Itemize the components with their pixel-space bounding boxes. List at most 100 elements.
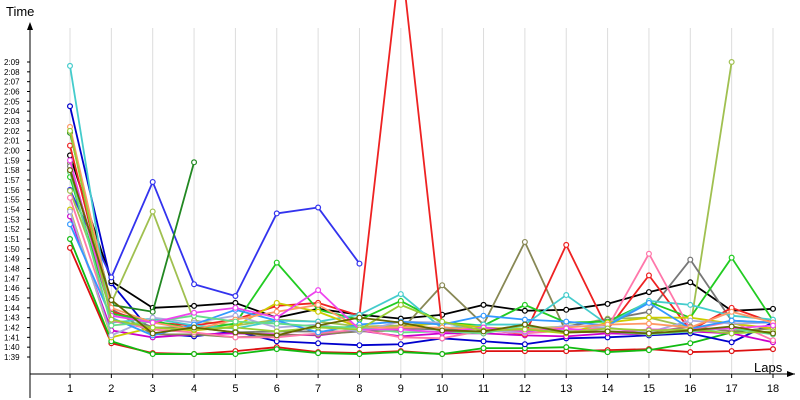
data-point [645, 330, 652, 337]
data-point [315, 329, 322, 336]
data-point [521, 316, 528, 323]
data-point [687, 317, 694, 324]
y-tick-label: 1:59 [4, 156, 20, 165]
data-point [232, 293, 239, 300]
data-point [645, 299, 652, 306]
data-point [687, 256, 694, 263]
y-tick-label: 1:45 [4, 294, 20, 303]
y-tick-label: 1:58 [4, 166, 20, 175]
data-point [563, 329, 570, 336]
data-point [191, 159, 198, 166]
series-line [69, 163, 774, 339]
x-tick-label: 13 [560, 383, 572, 395]
data-point [397, 319, 404, 326]
series-line [69, 238, 774, 355]
data-point [645, 314, 652, 321]
data-point [66, 208, 73, 215]
data-point [563, 318, 570, 325]
data-point [728, 348, 735, 355]
x-axis-arrow-icon [787, 371, 795, 377]
x-tick-label: 6 [274, 383, 280, 395]
data-point [521, 301, 528, 308]
data-point [645, 347, 652, 354]
data-point [521, 341, 528, 348]
data-point [66, 194, 73, 201]
data-point [769, 337, 776, 344]
data-point [397, 349, 404, 356]
data-point [645, 308, 652, 315]
y-tick-label: 2:07 [4, 78, 20, 87]
x-tick-label: 8 [356, 383, 362, 395]
data-point [439, 282, 446, 289]
data-point [687, 340, 694, 347]
y-tick-label: 1:47 [4, 274, 20, 283]
data-point [273, 314, 280, 321]
data-point [687, 279, 694, 286]
y-tick-label: 2:04 [4, 107, 20, 116]
data-point [273, 259, 280, 266]
data-point [191, 351, 198, 358]
series-line [69, 0, 774, 336]
data-point [232, 351, 239, 358]
data-point [315, 301, 322, 308]
series-line [69, 171, 774, 336]
y-tick-label: 2:02 [4, 127, 20, 136]
y-tick-label: 1:43 [4, 314, 20, 323]
data-point [480, 328, 487, 335]
y-axis-title: Time [6, 4, 34, 19]
data-point [108, 296, 115, 303]
y-tick-label: 2:06 [4, 88, 20, 97]
data-point [66, 127, 73, 134]
data-point [108, 332, 115, 339]
data-point [521, 307, 528, 314]
y-tick-label: 1:53 [4, 215, 20, 224]
series-22 [66, 167, 776, 339]
data-point [439, 318, 446, 325]
series-18 [66, 123, 776, 333]
data-point [108, 316, 115, 323]
data-point [728, 317, 735, 324]
data-point [315, 322, 322, 329]
series-line [69, 155, 774, 320]
x-tick-label: 18 [767, 383, 779, 395]
y-tick-label: 1:40 [4, 343, 20, 352]
data-point [769, 330, 776, 337]
data-point [728, 339, 735, 346]
data-point [397, 301, 404, 308]
data-point [397, 334, 404, 341]
data-point [315, 350, 322, 357]
y-tick-labels: 1:391:401:411:421:431:441:451:461:471:48… [4, 58, 30, 362]
data-point [480, 301, 487, 308]
data-point [604, 349, 611, 356]
data-point [149, 308, 156, 315]
data-point [645, 289, 652, 296]
x-tick-label: 16 [684, 383, 696, 395]
data-point [66, 187, 73, 194]
series-line [69, 197, 774, 342]
series-line [69, 106, 774, 347]
data-point [149, 178, 156, 185]
x-tick-labels: 1 2 3 4 5 6 7 8 9 10 11 12 13 14 15 16 17 18 [67, 374, 779, 395]
data-point [273, 320, 280, 327]
data-point [728, 308, 735, 315]
data-point [480, 338, 487, 345]
data-point [232, 318, 239, 325]
series-line [69, 169, 774, 337]
data-point [273, 346, 280, 353]
data-point [66, 236, 73, 243]
data-point [687, 327, 694, 334]
data-point [191, 309, 198, 316]
y-tick-label: 1:50 [4, 245, 20, 254]
data-point [397, 291, 404, 298]
data-point [315, 204, 322, 211]
x-axis-title: Laps [754, 360, 783, 375]
data-point [356, 314, 363, 321]
y-tick-label: 2:01 [4, 137, 20, 146]
data-point [439, 327, 446, 334]
data-point [315, 308, 322, 315]
data-point [439, 351, 446, 358]
data-point [149, 351, 156, 358]
data-point [604, 328, 611, 335]
data-point [66, 142, 73, 149]
